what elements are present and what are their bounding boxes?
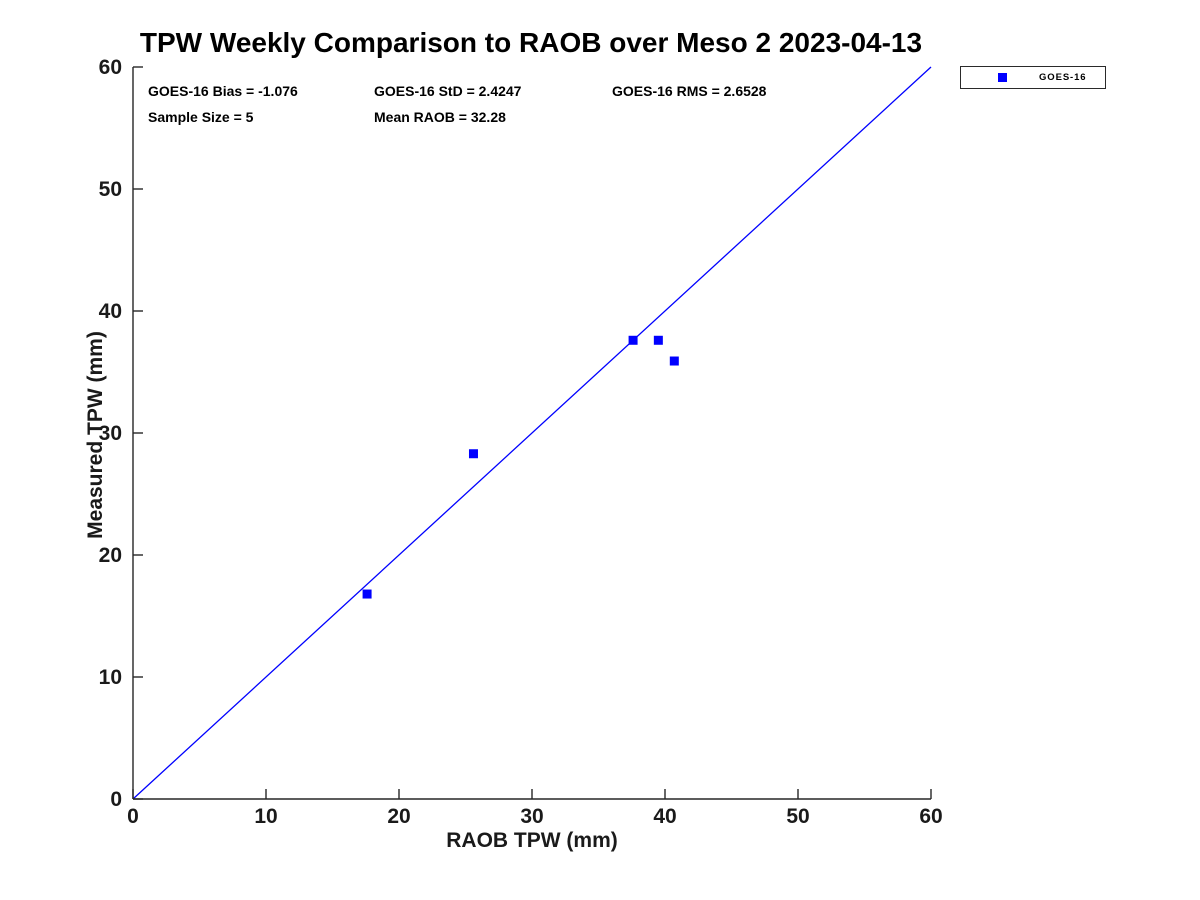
y-tick-label: 40	[99, 300, 122, 323]
stat-std: GOES-16 StD = 2.4247	[374, 83, 522, 99]
x-tick-label: 30	[520, 805, 543, 828]
y-tick-label: 60	[99, 56, 122, 79]
stat-mean-raob: Mean RAOB = 32.28	[374, 109, 506, 125]
y-tick-label: 10	[99, 666, 122, 689]
x-tick-label: 10	[254, 805, 277, 828]
y-tick-label: 30	[99, 422, 122, 445]
legend-box: GOES-16	[960, 66, 1106, 89]
data-point-marker	[628, 335, 638, 345]
stat-bias: GOES-16 Bias = -1.076	[148, 83, 298, 99]
legend-marker-square-icon	[998, 73, 1007, 82]
x-tick-label: 60	[919, 805, 942, 828]
identity-line	[132, 66, 932, 800]
stat-rms: GOES-16 RMS = 2.6528	[612, 83, 767, 99]
x-axis-label: RAOB TPW (mm)	[446, 829, 618, 852]
x-tick-label: 50	[786, 805, 809, 828]
x-tick-label: 40	[653, 805, 676, 828]
x-tick-label: 0	[127, 805, 139, 828]
data-point-marker	[669, 356, 679, 366]
y-axis-label: Measured TPW (mm)	[84, 331, 107, 539]
data-point-marker	[468, 449, 478, 459]
y-tick-label: 20	[99, 544, 122, 567]
x-tick-label: 20	[387, 805, 410, 828]
legend-label: GOES-16	[1039, 72, 1087, 83]
data-point-marker	[653, 335, 663, 345]
stat-sample-size: Sample Size = 5	[148, 109, 254, 125]
y-tick-label: 0	[110, 788, 122, 811]
y-tick-label: 50	[99, 178, 122, 201]
chart-title: TPW Weekly Comparison to RAOB over Meso …	[139, 27, 923, 58]
data-point-marker	[362, 589, 372, 599]
